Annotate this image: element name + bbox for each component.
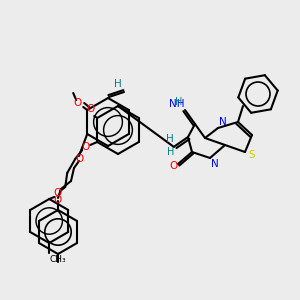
Text: H: H [175,97,183,107]
Text: O: O [75,154,83,164]
Text: O: O [53,188,61,198]
Text: N: N [219,117,227,127]
Text: H: H [166,134,174,144]
Text: O: O [54,195,62,205]
Text: H: H [114,79,122,89]
Text: N: N [211,159,219,169]
Text: O: O [73,98,81,108]
Text: O: O [86,104,94,114]
Text: CH₃: CH₃ [50,254,66,263]
Text: O: O [169,161,177,171]
Text: S: S [249,150,255,160]
Text: O: O [81,142,89,152]
Text: H: H [167,147,175,157]
Text: NH: NH [169,99,185,109]
